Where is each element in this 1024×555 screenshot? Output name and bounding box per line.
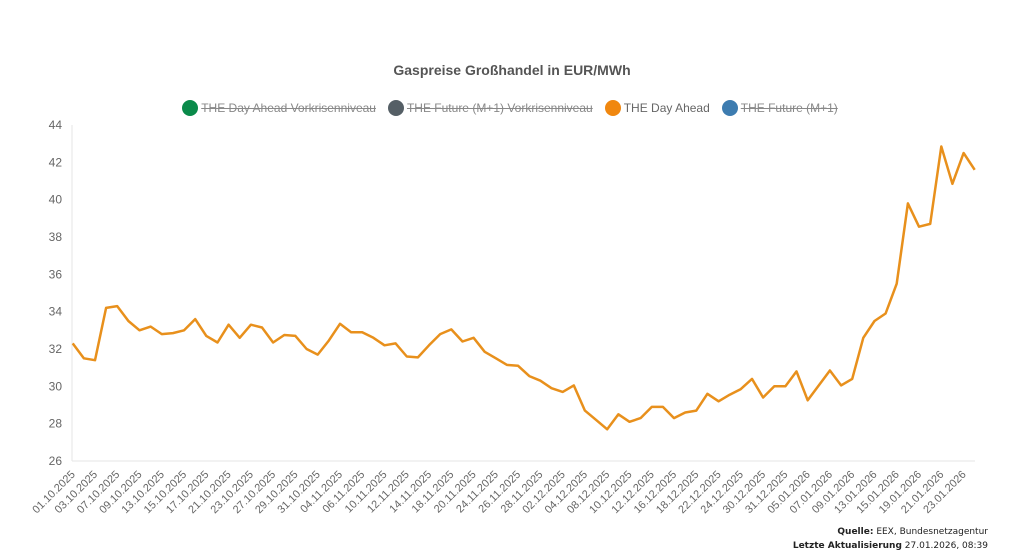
- series-layer: [71, 145, 976, 431]
- series-line-day-ahead[interactable]: [71, 145, 976, 431]
- legend-label: THE Future (M+1): [740, 101, 838, 115]
- source-label: Quelle:: [837, 527, 874, 537]
- y-tick-label: 32: [49, 342, 63, 356]
- legend-label: THE Day Ahead: [623, 101, 710, 115]
- legend-label: THE Day Ahead Vorkrisenniveau: [201, 101, 376, 115]
- legend-item-day-ahead-vorkrisen[interactable]: THE Day Ahead Vorkrisenniveau: [182, 100, 376, 116]
- legend-marker-icon: [182, 100, 199, 116]
- y-tick-label: 40: [49, 193, 63, 207]
- source-value: EEX, Bundesnetzagentur: [876, 527, 988, 537]
- y-tick-label: 30: [49, 379, 63, 393]
- y-tick-label: 36: [49, 267, 63, 281]
- updated-value: 27.01.2026, 08:39: [904, 541, 988, 551]
- legend-item-future[interactable]: THE Future (M+1): [721, 100, 838, 116]
- updated-label: Letzte Aktualisierung: [792, 541, 902, 551]
- legend-item-day-ahead[interactable]: THE Day Ahead: [604, 100, 710, 116]
- chart-title: Gaspreise Großhandel in EUR/MWh: [393, 62, 631, 78]
- chart-legend: THE Day Ahead Vorkrisenniveau THE Future…: [0, 100, 1024, 116]
- y-tick-label: 42: [49, 155, 63, 169]
- legend-label: THE Future (M+1) Vorkrisenniveau: [406, 101, 593, 115]
- legend-marker-icon: [387, 100, 404, 116]
- y-tick-label: 44: [49, 118, 63, 132]
- source-note: Quelle: EEX, Bundesnetzagentur: [837, 527, 988, 537]
- y-tick-label: 38: [49, 230, 63, 244]
- x-axis: 01.10.202503.10.202507.10.202509.10.2025…: [30, 460, 975, 516]
- last-updated-note: Letzte Aktualisierung 27.01.2026, 08:39: [793, 541, 988, 551]
- y-tick-label: 34: [49, 305, 63, 319]
- legend-item-future-vorkrisen[interactable]: THE Future (M+1) Vorkrisenniveau: [387, 100, 593, 116]
- legend-marker-icon: [604, 100, 621, 116]
- y-tick-label: 28: [49, 417, 63, 431]
- legend-marker-icon: [721, 100, 738, 116]
- y-axis: 26 28 30 32 34 36 38 40 42 44: [49, 118, 73, 468]
- y-tick-label: 26: [49, 454, 63, 468]
